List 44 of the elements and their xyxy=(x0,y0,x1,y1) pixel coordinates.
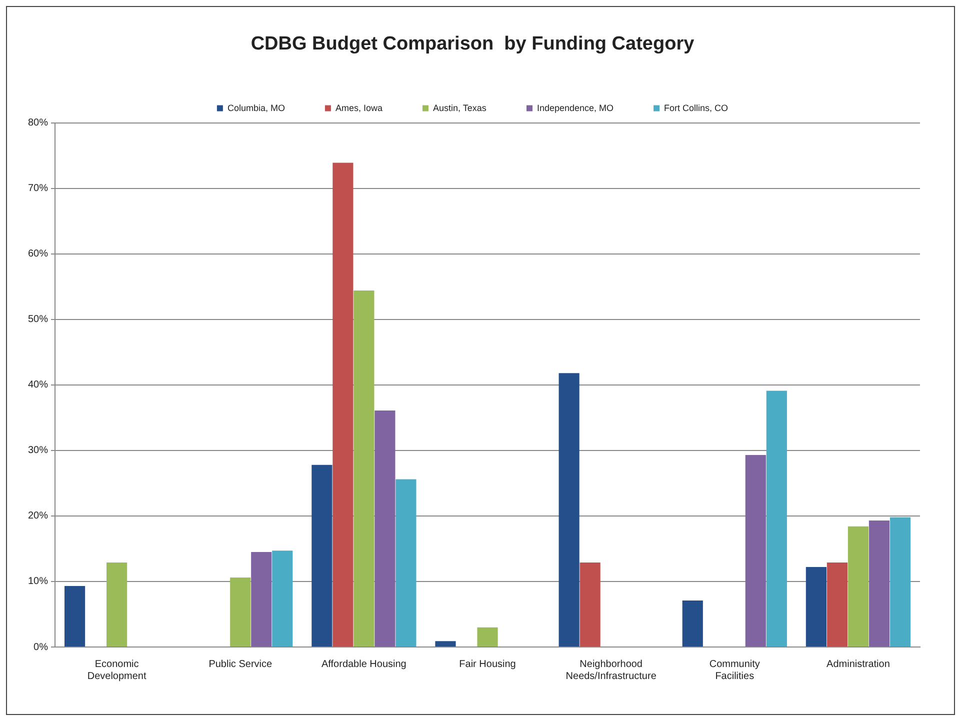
y-tick-label: 70% xyxy=(28,183,48,194)
legend-label: Ames, Iowa xyxy=(335,102,382,113)
bar xyxy=(890,517,911,646)
bar xyxy=(272,550,293,646)
bar xyxy=(312,464,332,646)
x-tick-label: Fair Housing xyxy=(459,658,516,670)
chart-title: CDBG Budget Comparison by Funding Category xyxy=(250,34,695,55)
bar xyxy=(745,455,766,646)
x-tick-label: Public Service xyxy=(208,658,272,670)
y-tick-label: 80% xyxy=(28,118,48,129)
bar xyxy=(64,586,86,646)
bar xyxy=(332,162,354,646)
bar xyxy=(558,373,580,646)
bar xyxy=(766,390,787,646)
bar xyxy=(230,578,251,646)
y-tick-label: 50% xyxy=(28,314,48,326)
bar xyxy=(826,562,848,646)
bar xyxy=(435,641,456,646)
x-tick-label: Administration xyxy=(826,658,890,670)
legend-label: Austin, Texas xyxy=(432,102,487,113)
bar xyxy=(106,562,128,646)
legend-label: Columbia, MO xyxy=(227,102,285,113)
bar xyxy=(477,627,498,646)
x-tick-label: Community Facilities xyxy=(709,658,760,682)
bar xyxy=(580,562,600,646)
bar xyxy=(354,290,374,646)
x-tick-label: Affordable Housing xyxy=(322,658,406,670)
x-tick-label: Economic Development xyxy=(87,658,146,682)
legend-label: Fort Collins, CO xyxy=(664,102,728,113)
bar xyxy=(251,552,272,646)
x-tick-label: Neighborhood Needs/Infrastructure xyxy=(566,658,657,682)
bar xyxy=(806,567,826,646)
bar xyxy=(396,479,416,646)
y-tick-label: 40% xyxy=(28,380,48,391)
y-tick-label: 20% xyxy=(28,510,48,522)
bar xyxy=(868,520,890,646)
bar xyxy=(682,600,703,646)
y-tick-label: 30% xyxy=(28,445,48,456)
y-tick-label: 0% xyxy=(34,642,48,653)
y-tick-label: 10% xyxy=(28,576,48,588)
legend-label: Independence, MO xyxy=(536,102,614,113)
bar xyxy=(848,526,869,646)
bar xyxy=(374,410,396,646)
y-tick-label: 60% xyxy=(28,248,48,260)
